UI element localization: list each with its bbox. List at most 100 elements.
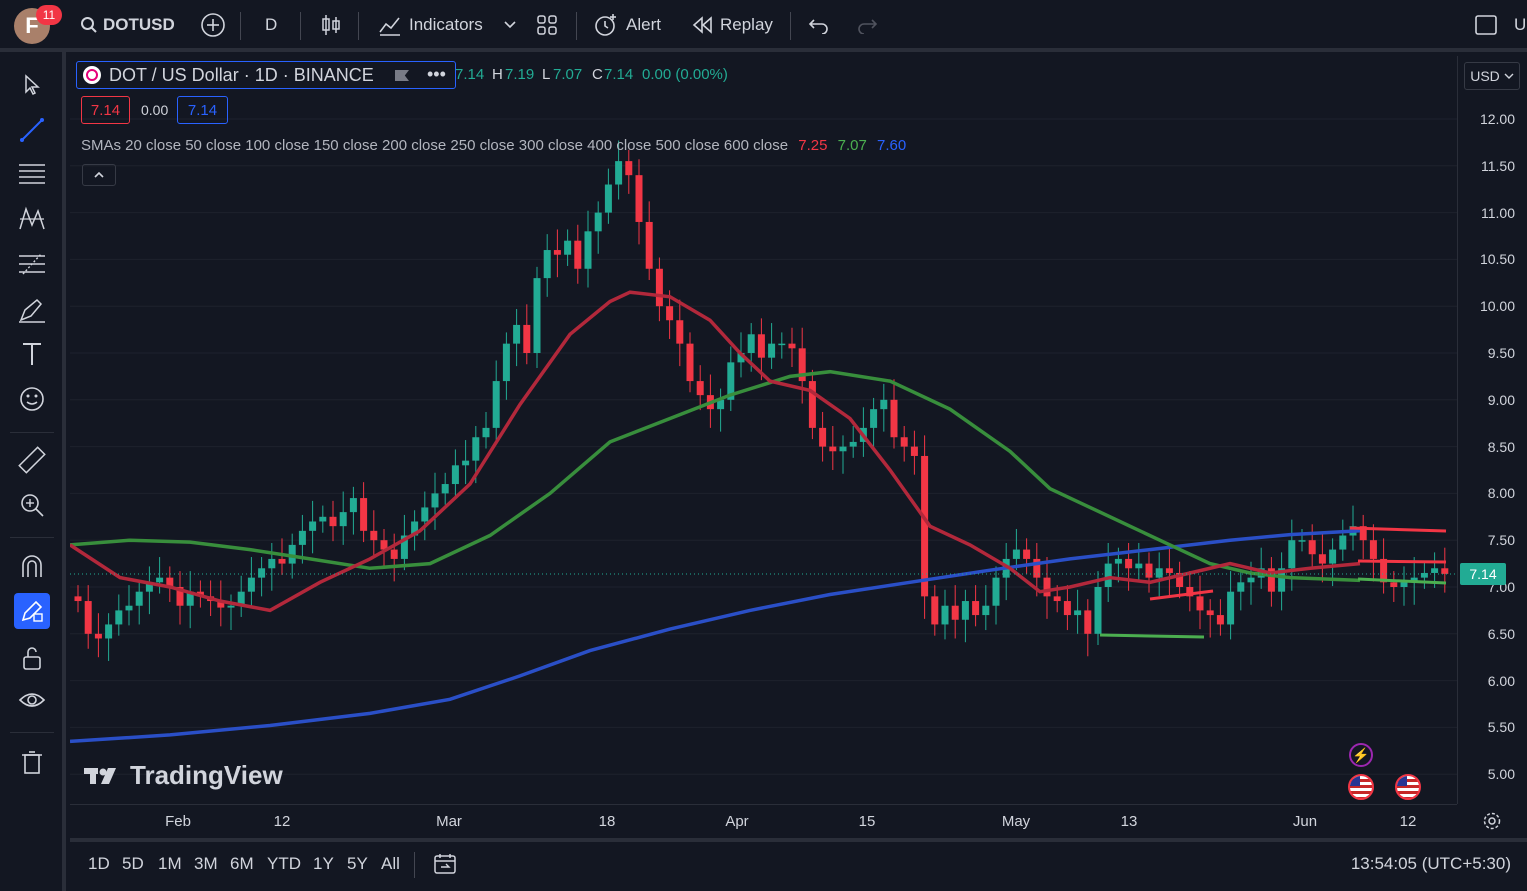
clock-timezone[interactable]: 13:54:05 (UTC+5:30) [1350, 854, 1511, 873]
currency-button[interactable]: USD [1464, 62, 1520, 90]
candle-body [645, 221, 653, 269]
replay-button[interactable]: Replay [692, 0, 773, 50]
horizontal-lines-tool[interactable] [14, 156, 50, 192]
text-tool[interactable] [14, 336, 50, 372]
alert-button[interactable]: Alert [593, 0, 661, 50]
flag-icon[interactable] [395, 70, 409, 81]
price-chart[interactable] [70, 56, 1457, 804]
candle-body [380, 540, 388, 550]
ohlc-close: 7.14 [604, 66, 634, 83]
trash-icon [22, 751, 42, 774]
collapse-legend-button[interactable] [82, 164, 116, 186]
sma-legend-text: SMAs 20 close 50 close 100 close 150 clo… [81, 137, 789, 154]
candle-body [604, 184, 612, 213]
chart-type-button[interactable] [320, 0, 342, 50]
candle-body [798, 348, 806, 382]
indicator-templates-button[interactable] [503, 0, 517, 50]
range-button-ytd[interactable]: YTD [267, 854, 301, 873]
candle-body [951, 605, 959, 620]
sma-20-value: 7.25 [798, 137, 828, 154]
candle-body [472, 437, 480, 461]
candle-body [1400, 582, 1408, 587]
time-label: Apr [725, 813, 749, 830]
price-label: 11.50 [1481, 157, 1515, 174]
measure-tool[interactable] [14, 442, 50, 478]
sell-price-box[interactable]: 7.14 [81, 96, 130, 124]
us-flag-event-icon-1[interactable] [1348, 774, 1374, 800]
layout-button[interactable] [536, 0, 558, 50]
candle-body [1380, 558, 1388, 583]
fullscreen-icon [1475, 15, 1497, 35]
trendline-tool[interactable] [14, 112, 50, 148]
zoom-tool[interactable] [14, 487, 50, 523]
remove-drawings-tool[interactable] [14, 745, 50, 781]
spread-value: 0.00 [141, 102, 169, 118]
range-button-6m[interactable]: 6M [230, 854, 254, 873]
candle-body [1145, 563, 1153, 578]
range-button-1m[interactable]: 1M [158, 854, 182, 873]
candle-body [145, 582, 153, 592]
indicators-button[interactable]: Indicators [378, 0, 483, 50]
range-button-5y[interactable]: 5Y [347, 854, 368, 873]
candle-body [278, 558, 286, 564]
symbol-search[interactable]: DOTUSD [80, 0, 175, 50]
candle-body [1135, 563, 1143, 569]
watermark-text: TradingView [130, 760, 283, 790]
indicators-icon [379, 17, 400, 36]
candle-body [1318, 554, 1326, 564]
price-axis[interactable]: USD 12.00 11.50 11.00 10.50 10.00 9.50 9.00 8.5… [1457, 56, 1527, 804]
candle-body [768, 343, 776, 358]
brush-tool[interactable] [14, 292, 50, 328]
range-button-all[interactable]: All [381, 854, 400, 873]
candle-body [553, 250, 561, 255]
candle-body [176, 587, 184, 606]
candle-body [992, 577, 1000, 606]
candle-body [166, 577, 174, 587]
avatar-letter: F [25, 13, 39, 38]
range-button-5d[interactable]: 5D [122, 854, 144, 873]
ohlc-change: 0.00 (0.00%) [642, 66, 728, 83]
time-label: May [1001, 813, 1031, 830]
buy-price-box[interactable]: 7.14 [177, 96, 228, 124]
candle-body [1104, 563, 1112, 587]
pattern-tool[interactable] [14, 201, 50, 237]
range-button-1y[interactable]: 1Y [313, 854, 334, 873]
sma-legend[interactable]: SMAs 20 close 50 close 100 close 150 clo… [81, 137, 906, 154]
fibonacci-icon [19, 253, 45, 275]
candle-body [1196, 596, 1204, 611]
interval-button[interactable]: D [265, 15, 278, 34]
hide-drawings-tool[interactable] [14, 682, 50, 718]
candle-body [288, 544, 296, 564]
eye-icon [18, 693, 46, 707]
notification-badge: 11 [36, 5, 62, 25]
chart-pane[interactable]: ⚡ [70, 56, 1457, 804]
symbol-legend[interactable]: DOT / US Dollar · 1D · BINANCE ••• [76, 61, 456, 89]
magnet-tool[interactable] [14, 548, 50, 584]
candle-body [74, 596, 82, 602]
last-price-marker: 7.14 [1460, 563, 1506, 585]
more-icon[interactable]: ••• [427, 64, 446, 84]
us-flag-event-icon-2[interactable] [1395, 774, 1421, 800]
range-button-3m[interactable]: 3M [194, 854, 218, 873]
candle-body [880, 399, 888, 410]
lightning-event-icon[interactable]: ⚡ [1349, 743, 1373, 767]
axis-settings-button[interactable] [1478, 808, 1506, 834]
candle-body [482, 427, 490, 438]
range-button-1d[interactable]: 1D [88, 854, 110, 873]
time-axis[interactable]: Feb 12 Mar 18 Apr 15 May 13 Jun 12 [70, 804, 1457, 838]
lock-drawings-tool[interactable] [14, 640, 50, 676]
date-range-picker-button[interactable] [432, 852, 458, 881]
candle-body [635, 175, 643, 222]
redo-button[interactable] [856, 0, 878, 50]
fullscreen-button[interactable] [1474, 0, 1498, 50]
stay-in-drawing-mode-tool[interactable] [14, 593, 50, 629]
undo-button[interactable] [808, 0, 830, 50]
compare-button[interactable] [200, 0, 226, 50]
candle-body [1369, 540, 1377, 559]
fib-tool[interactable] [14, 246, 50, 282]
candle-body [329, 516, 337, 527]
ohlc-open: 7.14 [455, 66, 485, 83]
pencil-lock-icon [21, 600, 43, 622]
cursor-tool[interactable] [14, 67, 50, 103]
emoji-tool[interactable] [14, 381, 50, 417]
